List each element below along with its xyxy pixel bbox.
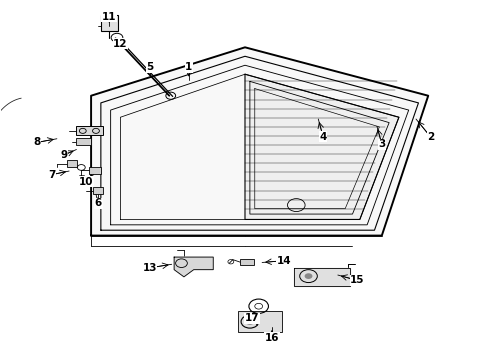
FancyBboxPatch shape	[238, 311, 282, 332]
Polygon shape	[294, 268, 350, 286]
Polygon shape	[91, 47, 428, 235]
FancyBboxPatch shape	[240, 259, 254, 265]
Text: 15: 15	[350, 275, 365, 285]
Circle shape	[305, 273, 313, 279]
Text: 9: 9	[61, 150, 68, 160]
Text: 8: 8	[34, 138, 41, 147]
Text: 17: 17	[245, 313, 260, 323]
Text: 12: 12	[113, 39, 128, 49]
FancyBboxPatch shape	[67, 159, 77, 167]
FancyBboxPatch shape	[89, 167, 101, 174]
Text: 14: 14	[277, 256, 292, 266]
Text: 2: 2	[427, 132, 434, 142]
Text: 4: 4	[319, 132, 327, 142]
Text: 7: 7	[49, 170, 56, 180]
Text: 3: 3	[378, 139, 386, 149]
Text: 10: 10	[79, 177, 94, 187]
Polygon shape	[174, 257, 213, 277]
FancyBboxPatch shape	[76, 138, 91, 145]
Text: 5: 5	[146, 62, 153, 72]
Text: 16: 16	[265, 333, 279, 343]
Polygon shape	[245, 74, 399, 220]
FancyBboxPatch shape	[101, 15, 118, 31]
Circle shape	[245, 319, 254, 325]
Text: 6: 6	[95, 198, 102, 208]
Text: 13: 13	[143, 263, 157, 273]
Text: 1: 1	[185, 62, 193, 72]
Text: 11: 11	[102, 12, 117, 22]
FancyBboxPatch shape	[93, 187, 103, 194]
FancyBboxPatch shape	[76, 126, 103, 135]
